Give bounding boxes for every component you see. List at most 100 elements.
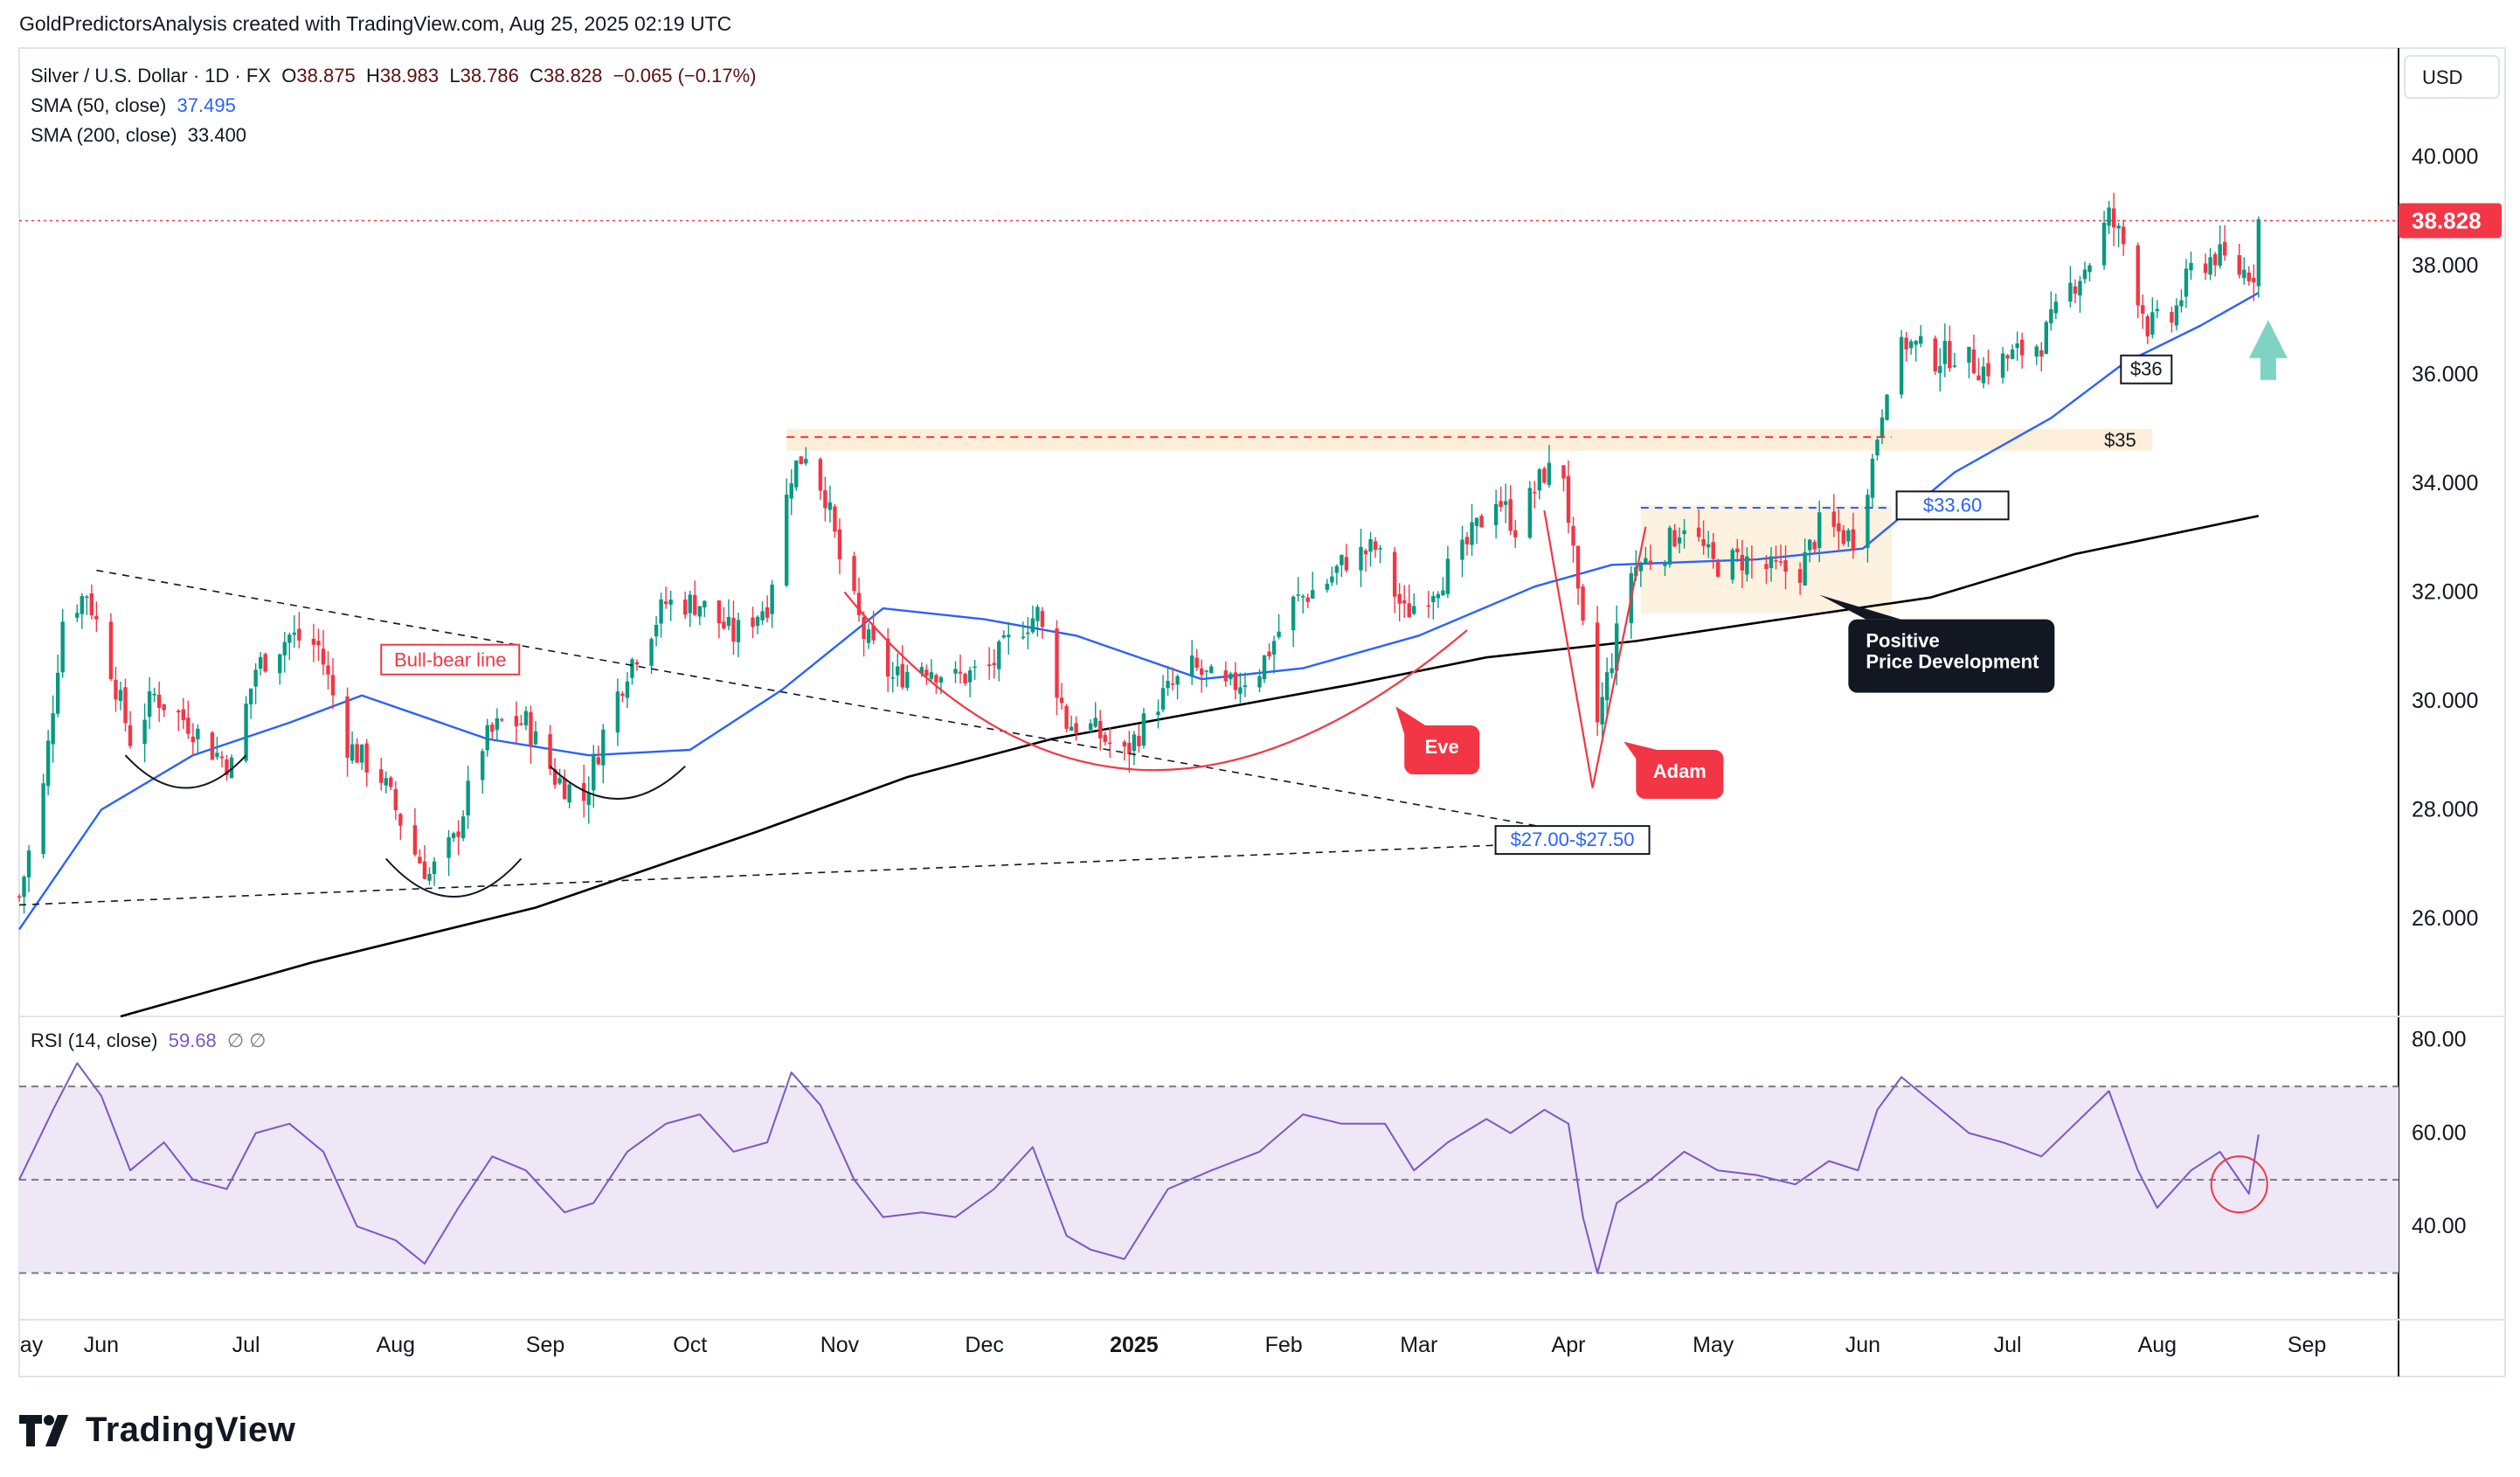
rsi-legend[interactable]: RSI (14, close) 59.68 ∅ ∅ xyxy=(31,1030,266,1052)
last-price-badge[interactable]: 38.828 xyxy=(2399,203,2502,239)
head-arc xyxy=(385,857,523,898)
level-36-label[interactable]: $36 xyxy=(2120,354,2173,385)
candle-body xyxy=(1537,468,1542,491)
level-3360-label[interactable]: $33.60 xyxy=(1895,490,2010,521)
candle xyxy=(215,737,219,760)
rsi-tick-label: 80.00 xyxy=(2412,1028,2467,1052)
candle-body xyxy=(1412,606,1416,614)
sma50-line-legend[interactable]: SMA (50, close) 37.495 xyxy=(31,91,756,121)
candle xyxy=(1711,532,1715,569)
candle-body xyxy=(1431,595,1436,603)
candle xyxy=(562,769,567,800)
candle-body xyxy=(186,718,190,734)
candle-body xyxy=(1141,713,1146,746)
candle-body xyxy=(973,666,977,669)
candle-body xyxy=(2000,353,2005,378)
candle-body xyxy=(1166,681,1170,689)
candle-body xyxy=(2256,218,2261,287)
candle xyxy=(364,738,369,787)
bull-bear-label[interactable]: Bull-bear line xyxy=(380,643,521,676)
candle xyxy=(55,654,60,718)
candle-body xyxy=(1749,558,1755,561)
candle xyxy=(451,831,456,843)
candle xyxy=(2256,216,2261,298)
candle xyxy=(1445,545,1450,599)
candle xyxy=(45,730,51,795)
candle xyxy=(89,584,94,620)
candle-body xyxy=(726,616,731,627)
candle-body xyxy=(1866,495,1870,548)
candle-body xyxy=(1229,673,1233,680)
positive-development-label-text: Positive xyxy=(1866,630,1939,652)
close-value: 38.828 xyxy=(543,65,603,87)
candle-body xyxy=(481,751,485,780)
candle-body xyxy=(1325,583,1330,590)
candle xyxy=(1812,539,1817,555)
candle xyxy=(142,703,147,763)
adam-v xyxy=(1543,510,1647,788)
candle-body xyxy=(1311,590,1315,599)
last-price-badge-text: 38.828 xyxy=(2412,207,2482,233)
candle xyxy=(557,768,562,786)
candle-body xyxy=(2082,269,2087,280)
candle xyxy=(1026,617,1030,649)
symbol-name[interactable]: Silver / U.S. Dollar · 1D · FX xyxy=(31,65,272,87)
candle-body xyxy=(244,704,248,761)
candle xyxy=(2068,266,2073,308)
candle-body xyxy=(1132,734,1137,751)
candle-body xyxy=(94,615,99,620)
high-label: H xyxy=(365,65,380,87)
candle-body xyxy=(1098,720,1103,738)
candle xyxy=(123,678,128,732)
price-tick-label: 38.000 xyxy=(2412,253,2478,278)
candle xyxy=(789,468,793,516)
candle xyxy=(1262,655,1267,683)
candle-body xyxy=(1971,349,1977,373)
candle-body xyxy=(852,556,856,592)
candle-body xyxy=(55,672,60,714)
tradingview-logo[interactable]: TradingView xyxy=(19,1411,295,1450)
candle-body xyxy=(1088,723,1093,731)
candle-body xyxy=(2078,281,2082,296)
candle xyxy=(533,721,538,745)
positive-development-label-bubble xyxy=(1848,619,2055,693)
level-27-label[interactable]: $27.00-$27.50 xyxy=(1494,825,1651,856)
candle xyxy=(177,709,181,732)
candle xyxy=(1566,461,1571,534)
candle-body xyxy=(466,780,470,816)
candle xyxy=(2073,279,2078,304)
time-tick-label: Feb xyxy=(1265,1333,1303,1357)
candle-body xyxy=(1267,651,1271,657)
candle-body xyxy=(128,725,133,746)
candle-body xyxy=(1797,569,1803,583)
time-tick-label: Aug xyxy=(377,1333,415,1357)
candle-body xyxy=(760,611,765,621)
time-tick-label: Jul xyxy=(232,1333,260,1357)
candle xyxy=(1537,468,1542,500)
time-tick-label: Nov xyxy=(820,1333,860,1357)
sma200-line-legend[interactable]: SMA (200, close) 33.400 xyxy=(31,121,756,150)
candle-body xyxy=(89,593,94,615)
candle-body xyxy=(177,711,181,713)
candle-body xyxy=(2044,322,2048,354)
candle xyxy=(693,580,697,616)
candle-body xyxy=(1445,558,1450,594)
eve-label[interactable]: Eve xyxy=(1395,706,1480,774)
candle-body xyxy=(278,654,282,674)
bull-bear-label-box xyxy=(380,643,521,676)
candle xyxy=(934,673,938,694)
candle xyxy=(2184,259,2189,309)
adam-label[interactable]: Adam xyxy=(1623,741,1724,799)
candle xyxy=(500,718,504,723)
price-tick-label: 40.000 xyxy=(2412,144,2478,169)
candle-body xyxy=(1127,743,1132,755)
currency-button[interactable] xyxy=(2404,55,2500,99)
candle xyxy=(1392,546,1397,614)
candle-body xyxy=(1667,527,1672,565)
candle-body xyxy=(1952,365,1957,367)
candle xyxy=(1610,653,1614,679)
candle-body xyxy=(418,856,422,863)
price-tick-label: 32.000 xyxy=(2412,579,2478,604)
